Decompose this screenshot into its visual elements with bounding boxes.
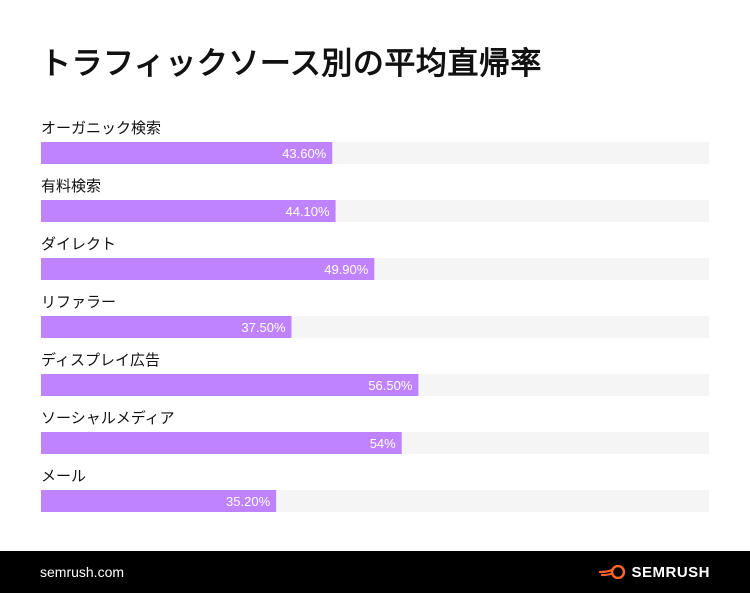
category-label: リファラー	[41, 293, 116, 311]
bar-chart: オーガニック検索 43.60% 有料検索 44.10% ダイレクト 49.90% リファラー…	[41, 119, 709, 512]
value-label: 44.10%	[285, 204, 330, 219]
value-label: 35.20%	[226, 494, 271, 509]
bar-row: ディスプレイ広告 56.50%	[41, 351, 709, 396]
value-label: 54%	[370, 436, 396, 451]
value-label: 37.50%	[241, 320, 286, 335]
bar-row: ソーシャルメディア 54%	[41, 409, 709, 454]
value-label: 43.60%	[282, 146, 327, 161]
bar	[41, 142, 333, 164]
value-label: 49.90%	[324, 262, 369, 277]
footer-url[interactable]: semrush.com	[40, 564, 125, 580]
footer: semrush.com SEMRUSH	[0, 551, 750, 593]
category-label: ダイレクト	[41, 235, 116, 253]
category-label: メール	[41, 467, 86, 485]
chart-title: トラフィックソース別の平均直帰率	[40, 46, 542, 82]
bar	[41, 490, 277, 512]
category-label: オーガニック検索	[41, 119, 161, 137]
bar	[41, 316, 292, 338]
semrush-fire-icon	[599, 565, 626, 579]
bar	[41, 432, 402, 454]
bar	[41, 200, 336, 222]
brand-name: SEMRUSH	[631, 563, 710, 581]
bar	[41, 374, 419, 396]
category-label: 有料検索	[41, 177, 101, 195]
category-label: ソーシャルメディア	[41, 409, 175, 427]
brand-logo: SEMRUSH	[599, 561, 710, 583]
category-label: ディスプレイ広告	[41, 351, 160, 369]
bar-row: オーガニック検索 43.60%	[41, 119, 709, 164]
bar	[41, 258, 375, 280]
bar-row: メール 35.20%	[41, 467, 709, 512]
bar-row: 有料検索 44.10%	[41, 177, 709, 222]
value-label: 56.50%	[368, 378, 413, 393]
bar-row: リファラー 37.50%	[41, 293, 709, 338]
bar-row: ダイレクト 49.90%	[41, 235, 709, 280]
